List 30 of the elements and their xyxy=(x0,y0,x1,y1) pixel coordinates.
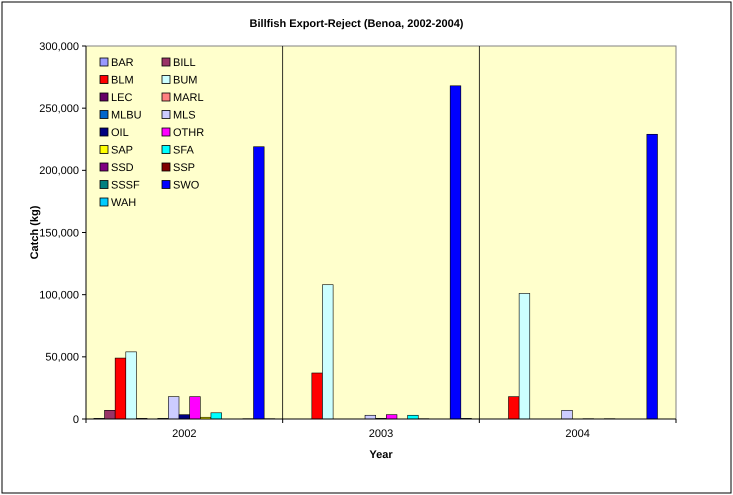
y-tick-label: 50,000 xyxy=(45,352,79,364)
x-tick-label: 2004 xyxy=(565,428,590,440)
legend-label: WAH xyxy=(111,196,136,209)
x-tick-label: 2002 xyxy=(172,428,197,440)
chart-title: Billfish Export-Reject (Benoa, 2002-2004) xyxy=(250,18,464,30)
legend-label: BAR xyxy=(111,56,134,69)
legend-label: OTHR xyxy=(173,126,204,139)
legend-label: SSP xyxy=(173,162,196,174)
legend-label: LEC xyxy=(111,92,132,104)
legend-label: SFA xyxy=(173,144,194,156)
legend-label: SWO xyxy=(173,179,200,192)
legend-label: MARL xyxy=(173,92,204,104)
legend-label: MLBU xyxy=(111,109,142,122)
x-axis-title: Year xyxy=(369,449,394,461)
y-tick-label: 250,000 xyxy=(39,103,79,116)
legend-label: BLM xyxy=(111,74,134,86)
legend-label: OIL xyxy=(111,126,129,139)
legend-label: MLS xyxy=(173,109,196,122)
legend-label: BILL xyxy=(173,56,196,69)
y-tick-label: 150,000 xyxy=(39,227,79,240)
legend-label: BUM xyxy=(173,74,198,86)
y-axis-title: Catch (kg) xyxy=(29,205,41,260)
legend-label: SSSF xyxy=(111,179,140,192)
legend-label: SSD xyxy=(111,162,134,174)
y-tick-label: 300,000 xyxy=(39,40,79,53)
y-tick-label: 0 xyxy=(72,414,79,426)
y-tick-label: 100,000 xyxy=(39,290,79,302)
x-tick-label: 2003 xyxy=(368,428,394,440)
y-tick-label: 200,000 xyxy=(39,165,79,178)
legend-label: SAP xyxy=(111,144,134,156)
